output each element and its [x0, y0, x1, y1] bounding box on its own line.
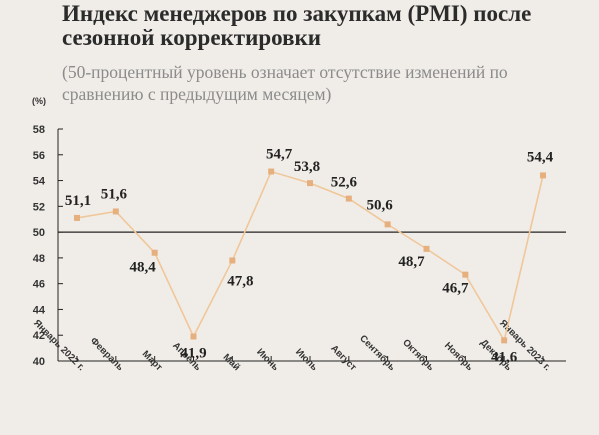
y-tick-label: 58 [33, 124, 45, 136]
y-tick-label: 42 [33, 330, 45, 342]
data-label: 54,4 [527, 149, 554, 165]
x-tick-label: Октябрь [400, 337, 436, 373]
data-label: 51,6 [101, 186, 128, 202]
y-tick-label: 48 [33, 253, 45, 265]
x-tick-label: Сентябрь [357, 333, 397, 373]
data-label: 48,7 [398, 254, 425, 270]
x-tick-label: Ноябрь [442, 340, 475, 373]
data-point [151, 249, 158, 256]
data-point [462, 271, 469, 278]
y-axis-unit-label: (%) [32, 96, 46, 106]
x-tick-label: Июль [293, 347, 320, 374]
data-point [307, 180, 313, 187]
chart-subtitle: (50-процентный уровень означает отсутств… [62, 62, 508, 104]
y-tick-label: 50 [33, 227, 45, 239]
y-tick-label: 46 [33, 279, 45, 291]
data-point [345, 195, 352, 202]
data-point [540, 172, 546, 179]
y-tick-label: 52 [33, 201, 45, 213]
data-label: 53,8 [294, 159, 320, 175]
y-tick-label: 54 [33, 176, 46, 188]
data-label: 52,6 [331, 175, 358, 191]
data-label: 47,8 [227, 273, 253, 289]
data-point [229, 257, 236, 264]
x-tick-label: Февраль [88, 336, 126, 374]
x-tick-label: Август [328, 343, 358, 373]
data-label: 46,7 [442, 281, 469, 297]
data-label: 51,1 [65, 193, 91, 209]
y-tick-label: 40 [33, 356, 45, 368]
data-label: 54,7 [266, 147, 293, 163]
data-label: 41,9 [180, 346, 206, 362]
data-point [74, 214, 80, 221]
series-line [76, 170, 544, 343]
data-label: 41,6 [491, 349, 518, 365]
y-tick-label: 56 [33, 150, 45, 162]
data-point [501, 337, 508, 344]
chart-title: Индекс менеджеров по закупкам (PMI) посл… [62, 1, 532, 50]
data-point [268, 168, 275, 175]
data-label: 50,6 [367, 197, 394, 213]
data-point [112, 208, 119, 215]
x-tick-label: Май [221, 352, 242, 373]
x-tick-label: Июнь [254, 347, 281, 374]
data-point [190, 333, 197, 340]
data-label: 48,4 [130, 260, 157, 276]
data-point [423, 245, 430, 252]
y-tick-label: 44 [33, 304, 46, 316]
data-point [384, 221, 391, 228]
